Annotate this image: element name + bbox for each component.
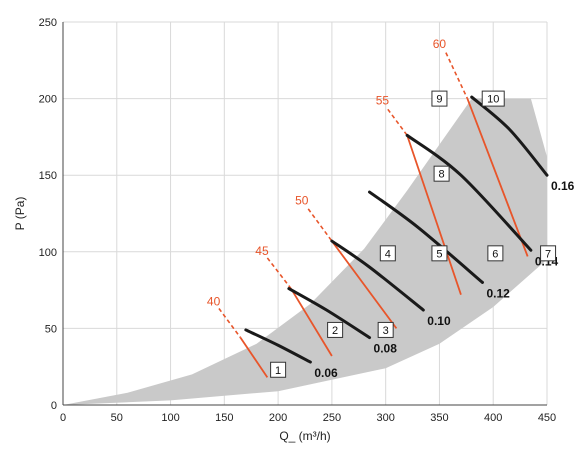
markers: 1 2 3 4 5 6 7 8 9 10 xyxy=(270,90,557,378)
iso-line-dash-55 xyxy=(387,108,408,136)
x-tick-label: 400 xyxy=(484,412,502,424)
system-curve-label-0.10: 0.10 xyxy=(427,314,451,328)
marker-8: 8 xyxy=(433,165,450,182)
iso-label-55: 55 xyxy=(376,94,390,108)
system-curves: 0.060.080.100.120.140.16 xyxy=(244,95,575,380)
system-curve-0.06 xyxy=(244,328,312,364)
y-axis-label: P (Pa) xyxy=(13,197,27,231)
marker-box-5 xyxy=(431,245,448,262)
x-tick-label: 250 xyxy=(323,412,341,424)
operating-region xyxy=(63,98,547,405)
marker-label-10: 10 xyxy=(487,94,499,106)
marker-label-3: 3 xyxy=(383,325,389,337)
x-tick-label: 150 xyxy=(215,412,233,424)
marker-box-1 xyxy=(270,361,287,378)
y-tick-label: 0 xyxy=(51,400,57,412)
x-tick-label: 200 xyxy=(269,412,287,424)
x-tick-label: 450 xyxy=(538,412,556,424)
iso-line-dash-40 xyxy=(218,308,242,339)
iso-line-50 xyxy=(331,240,398,329)
x-tick-label: 350 xyxy=(430,412,448,424)
iso-label-45: 45 xyxy=(255,244,269,258)
iso-label-60: 60 xyxy=(433,37,447,51)
iso-line-40 xyxy=(239,337,269,378)
marker-label-4: 4 xyxy=(385,248,391,260)
marker-3: 3 xyxy=(377,321,394,338)
marker-box-3 xyxy=(377,321,394,338)
marker-label-9: 9 xyxy=(436,94,442,106)
system-curve-label-0.12: 0.12 xyxy=(486,286,510,300)
tick-labels: 0 50 100 150 200 250 300 350 400 4500501001502002… xyxy=(39,17,557,424)
marker-box-8 xyxy=(433,165,450,182)
x-tick-label: 50 xyxy=(111,412,123,424)
marker-box-10 xyxy=(481,90,505,107)
y-tick-label: 250 xyxy=(39,17,57,29)
marker-label-5: 5 xyxy=(436,248,442,260)
marker-10: 10 xyxy=(481,90,505,107)
y-tick-label: 100 xyxy=(39,247,57,259)
iso-line-dash-60 xyxy=(445,52,469,99)
iso-line-dash-50 xyxy=(307,208,333,242)
iso-line-dash-45 xyxy=(266,257,292,290)
marker-1: 1 xyxy=(270,361,287,378)
system-curve-label-0.06: 0.06 xyxy=(314,366,338,380)
system-curve-0.14 xyxy=(405,133,533,252)
system-curve-label-0.16: 0.16 xyxy=(551,179,575,193)
marker-5: 5 xyxy=(431,245,448,262)
marker-7: 7 xyxy=(540,245,557,262)
marker-box-7 xyxy=(540,245,557,262)
marker-4: 4 xyxy=(379,245,396,262)
marker-9: 9 xyxy=(431,90,448,107)
y-tick-label: 200 xyxy=(39,94,57,106)
system-curve-0.10 xyxy=(330,239,425,312)
marker-2: 2 xyxy=(327,321,344,338)
x-tick-label: 300 xyxy=(376,412,394,424)
x-tick-label: 0 xyxy=(60,412,66,424)
marker-box-4 xyxy=(379,245,396,262)
system-curve-label-0.08: 0.08 xyxy=(374,342,398,356)
marker-6: 6 xyxy=(487,245,504,262)
system-curve-0.12 xyxy=(368,190,484,284)
marker-box-6 xyxy=(487,245,504,262)
iso-line-45 xyxy=(290,288,333,357)
system-curve-0.08 xyxy=(287,287,372,340)
iso-label-50: 50 xyxy=(295,193,309,207)
marker-box-2 xyxy=(327,321,344,338)
system-curve-0.16 xyxy=(470,95,549,177)
marker-label-7: 7 xyxy=(545,248,551,260)
x-tick-label: 100 xyxy=(161,412,179,424)
iso-line-55 xyxy=(406,135,462,295)
iso-line-60 xyxy=(466,98,529,257)
marker-label-8: 8 xyxy=(439,169,445,181)
y-tick-label: 150 xyxy=(39,170,57,182)
marker-label-1: 1 xyxy=(275,365,281,377)
marker-box-9 xyxy=(431,90,448,107)
iso-label-40: 40 xyxy=(207,294,221,308)
axes xyxy=(62,22,547,406)
y-tick-label: 50 xyxy=(45,323,57,335)
x-axis-label: Q_ (m³/h) xyxy=(279,429,330,443)
marker-label-6: 6 xyxy=(492,248,498,260)
marker-label-2: 2 xyxy=(332,325,338,337)
